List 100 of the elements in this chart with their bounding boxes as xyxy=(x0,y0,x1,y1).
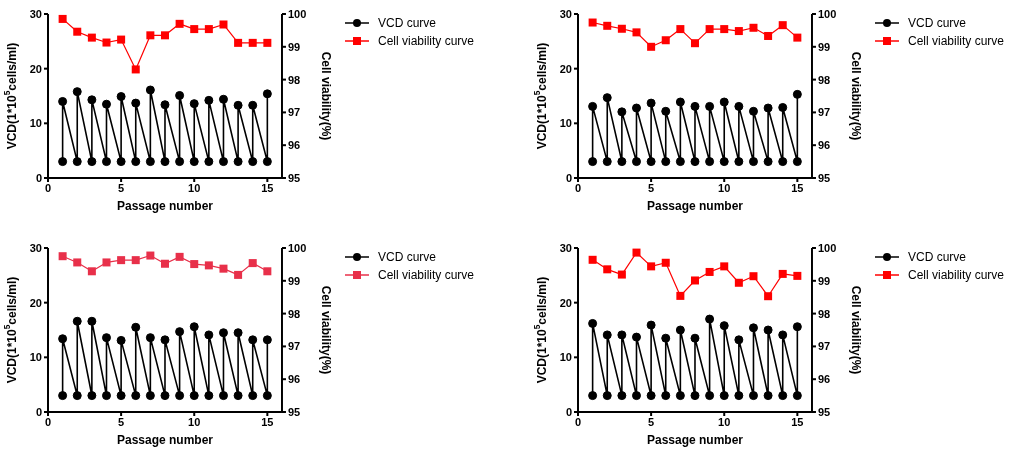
point xyxy=(631,332,641,342)
point xyxy=(248,391,258,401)
y2-tick-label: 98 xyxy=(817,307,831,320)
point xyxy=(72,157,82,167)
point xyxy=(792,157,802,167)
point xyxy=(748,106,758,116)
point xyxy=(248,259,257,268)
y2-tick-label: 98 xyxy=(287,73,301,86)
point xyxy=(190,260,199,269)
point xyxy=(262,391,272,401)
point xyxy=(234,270,243,279)
legend-label: Cell viability curve xyxy=(377,268,474,282)
legend-label: VCD curve xyxy=(907,16,966,30)
x-tick-label: 0 xyxy=(44,181,52,194)
point xyxy=(101,157,111,167)
point xyxy=(675,391,685,401)
x-tick-label: 15 xyxy=(791,181,804,194)
point xyxy=(145,157,155,167)
point xyxy=(218,391,228,401)
point xyxy=(102,258,111,267)
point xyxy=(748,323,758,333)
point xyxy=(631,391,641,401)
y2-tick-label: 99 xyxy=(817,274,831,287)
point xyxy=(763,391,773,401)
x-tick-label: 5 xyxy=(118,181,125,194)
point xyxy=(160,157,170,167)
point xyxy=(116,391,126,401)
point xyxy=(234,38,243,47)
point xyxy=(248,157,258,167)
point xyxy=(262,335,272,345)
legend-label: VCD curve xyxy=(377,16,436,30)
point xyxy=(705,391,715,401)
y2-tick-label: 100 xyxy=(817,7,837,20)
y-tick-label: 30 xyxy=(29,7,42,20)
point xyxy=(602,157,612,167)
point xyxy=(632,248,641,257)
point xyxy=(705,25,714,34)
y2-tick-label: 95 xyxy=(817,405,831,418)
point xyxy=(101,391,111,401)
x-tick-label: 0 xyxy=(574,181,582,194)
point xyxy=(263,38,272,47)
y2-tick-label: 98 xyxy=(287,307,301,320)
y2-tick-label: 95 xyxy=(287,171,301,184)
point xyxy=(647,42,656,51)
point xyxy=(617,157,627,167)
point xyxy=(101,333,111,343)
point xyxy=(793,271,802,280)
point xyxy=(764,31,773,40)
point xyxy=(219,20,228,29)
point xyxy=(160,100,170,110)
point xyxy=(145,391,155,401)
point xyxy=(58,157,68,167)
point xyxy=(233,391,243,401)
y2-tick-label: 99 xyxy=(817,40,831,53)
point xyxy=(204,330,214,340)
x-tick-label: 15 xyxy=(261,415,274,428)
point xyxy=(204,261,213,270)
point xyxy=(116,157,126,167)
point xyxy=(705,267,714,276)
y-tick-label: 0 xyxy=(565,405,572,418)
point xyxy=(160,391,170,401)
point xyxy=(145,85,155,95)
point xyxy=(58,96,68,106)
point xyxy=(175,157,185,167)
point xyxy=(661,106,671,116)
point xyxy=(588,318,598,328)
point xyxy=(131,256,140,265)
point xyxy=(588,157,598,167)
point xyxy=(719,321,729,331)
point xyxy=(58,252,67,261)
y2-axis-title: Cell viability(%) xyxy=(848,285,863,375)
point xyxy=(646,391,656,401)
point xyxy=(749,272,758,281)
point xyxy=(87,316,97,326)
y2-tick-label: 97 xyxy=(817,106,831,119)
y2-tick-label: 96 xyxy=(817,373,831,386)
point xyxy=(72,316,82,326)
point xyxy=(204,95,214,105)
point xyxy=(189,99,199,109)
point xyxy=(175,90,185,100)
point xyxy=(218,157,228,167)
point xyxy=(58,334,68,344)
x-tick-label: 10 xyxy=(188,415,201,428)
point xyxy=(248,335,258,345)
point xyxy=(204,157,214,167)
point xyxy=(73,27,82,36)
point xyxy=(175,391,185,401)
point xyxy=(705,101,715,111)
point xyxy=(705,157,715,167)
point xyxy=(160,259,169,268)
x-axis-title: Passage number xyxy=(646,199,744,213)
point xyxy=(778,330,788,340)
point xyxy=(117,256,126,265)
y-tick-label: 10 xyxy=(559,117,572,130)
point xyxy=(778,391,788,401)
y2-tick-label: 100 xyxy=(287,7,307,20)
y-tick-label: 30 xyxy=(29,241,42,254)
x-axis-title: Passage number xyxy=(116,433,214,447)
y2-tick-label: 97 xyxy=(287,106,301,119)
point xyxy=(262,157,272,167)
